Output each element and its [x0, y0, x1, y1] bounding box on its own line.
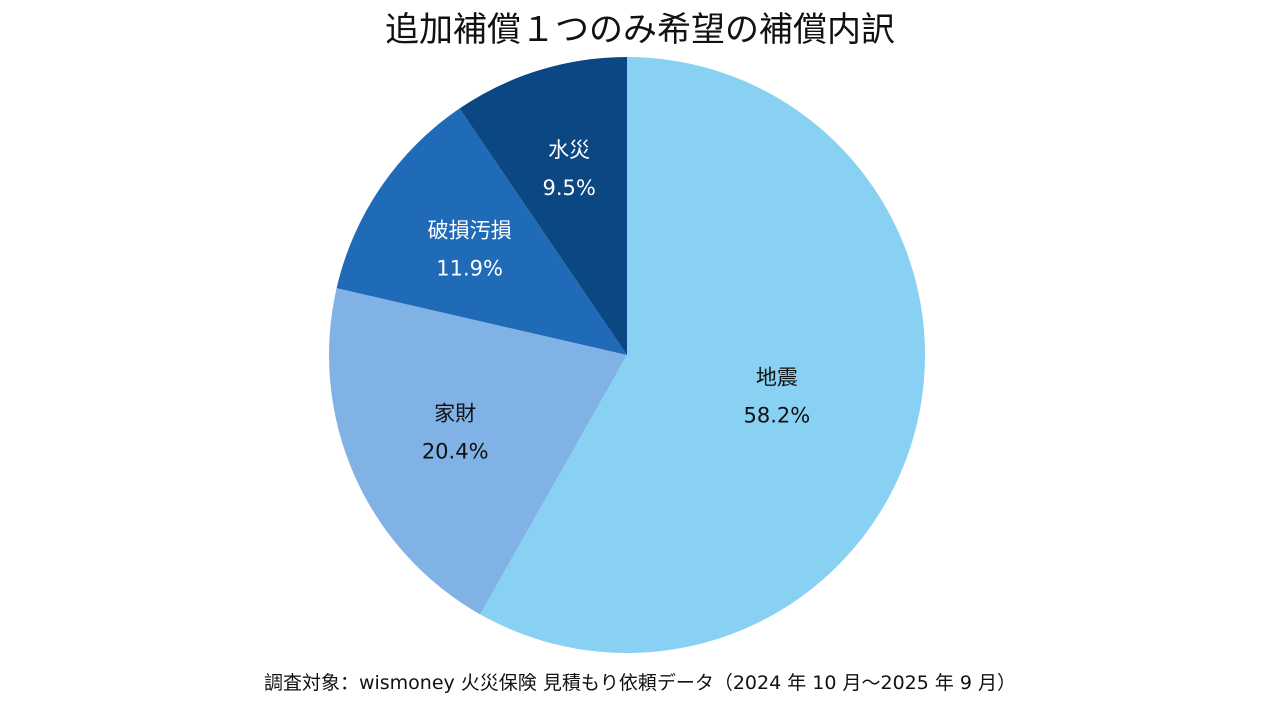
pie-slice-3: [459, 56, 627, 355]
slice-label-2: 破損汚損: [428, 218, 512, 242]
slice-value-2: 11.9%: [436, 256, 503, 280]
pie-slice-1: [329, 288, 627, 615]
slice-value-1: 20.4%: [422, 440, 489, 464]
slice-value-3: 9.5%: [542, 176, 595, 200]
source-note: 調査対象：wismoney 火災保険 見積もり依頼データ（2024 年 10 月…: [263, 672, 1017, 694]
slice-label-3: 水災: [548, 138, 590, 162]
slice-label-0: 地震: [756, 365, 798, 389]
pie-slices: [329, 56, 925, 653]
pie-labels: 地震 58.2% 家財 20.4% 破損汚損 11.9% 水災 9.5%: [422, 138, 810, 464]
pie-slice-0: [480, 57, 925, 653]
pie-slice-2: [336, 108, 627, 355]
chart-title: 追加補償１つのみ希望の補償内訳: [385, 10, 895, 50]
slice-label-1: 家財: [434, 402, 476, 426]
slice-value-0: 58.2%: [743, 403, 810, 427]
